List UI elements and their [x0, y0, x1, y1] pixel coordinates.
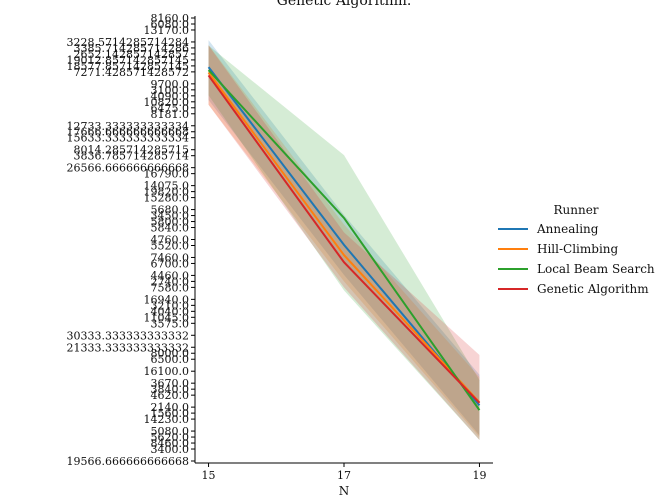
y-tick-label: 11045.0: [144, 311, 190, 324]
y-tick-label: 19012.857142857145: [67, 54, 189, 67]
x-tick-label: 15: [202, 469, 216, 482]
y-tick-label: 16100.0: [144, 365, 190, 378]
y-tick-label: 8160.0: [151, 12, 190, 25]
y-tick-label: 7271.428571428572: [74, 66, 189, 79]
y-tick-label: 3385.714285714286: [74, 42, 189, 55]
legend-label: Genetic Algorithm: [537, 282, 649, 296]
legend-label: Hill-Climbing: [537, 242, 619, 256]
y-tick-label: 26566.666666666668: [67, 162, 189, 175]
confidence-band: [208, 40, 480, 436]
y-tick-label: 3100.0: [151, 84, 190, 97]
series-line: [207, 71, 481, 404]
y-tick-label: 15633.333333333334: [67, 132, 189, 145]
y-tick-label: 6475.0: [151, 102, 190, 115]
y-tick-label: 19820.0: [144, 186, 190, 199]
y-tick-label: 1560.0: [151, 407, 190, 420]
y-tick-label: 5840.0: [151, 222, 190, 235]
legend-label: Annealing: [536, 222, 599, 236]
chart-title: Genetic Algorithm.: [277, 0, 412, 9]
y-tick-label: 2652.142857142857: [74, 48, 189, 61]
legend-title: Runner: [553, 203, 598, 217]
y-tick-label: 2140.0: [151, 401, 190, 414]
y-tick-label: 4090.0: [151, 90, 190, 103]
y-tick-label: 3836.785714285714: [74, 150, 189, 163]
y-tick-label: 8181.0: [151, 108, 190, 121]
y-tick-label: 3400.0: [151, 443, 190, 456]
y-tick-label: 16790.0: [144, 168, 190, 181]
y-tick-label: 4760.0: [151, 234, 190, 247]
y-tick-label: 7460.0: [151, 251, 190, 264]
y-tick-label: 3575.0: [151, 317, 190, 330]
y-tick-label: 5520.0: [151, 239, 190, 252]
x-tick-label: 17: [337, 469, 351, 482]
y-tick-label: 3840.0: [151, 383, 190, 396]
y-tick-label: 10820.0: [144, 96, 190, 109]
y-tick-label: 21333.333333333332: [67, 341, 189, 354]
y-tick-label: 14230.0: [144, 413, 190, 426]
y-tick-label: 3228.5714285714284: [67, 36, 189, 49]
y-tick-label: 5800.0: [151, 216, 190, 229]
y-tick-label: 17666.666666666668: [67, 126, 189, 139]
y-tick-label: 3670.0: [151, 377, 190, 390]
y-tick-label: 9700.0: [151, 78, 190, 91]
x-axis-label: N: [339, 484, 350, 498]
y-tick-label: 8460.0: [151, 437, 190, 450]
y-tick-label: 5620.0: [151, 431, 190, 444]
y-tick-label: 5080.0: [151, 425, 190, 438]
y-tick-label: 7580.0: [151, 281, 190, 294]
y-tick-label: 4460.0: [151, 269, 190, 282]
y-tick-label: 6080.0: [151, 18, 190, 31]
y-tick-label: 13170.0: [144, 24, 190, 37]
x-tick-label: 19: [472, 469, 486, 482]
y-tick-label: 6500.0: [151, 353, 190, 366]
y-tick-label: 16940.0: [144, 293, 190, 306]
confidence-band: [208, 45, 480, 441]
y-tick-label: 12733.333333333334: [67, 120, 189, 133]
y-tick-label: 15280.0: [144, 192, 190, 205]
y-tick-label: 4040.0: [151, 305, 190, 318]
y-tick-label: 3210.0: [151, 299, 190, 312]
series-line: [207, 74, 481, 404]
y-tick-label: 18577.857142857145: [67, 60, 189, 73]
y-tick-label: 8000.0: [151, 347, 190, 360]
y-tick-label: 19566.666666666668: [67, 455, 189, 468]
y-tick-label: 3450.0: [151, 210, 190, 223]
y-tick-label: 6700.0: [151, 257, 190, 270]
y-tick-label: 30333.333333333332: [67, 329, 189, 342]
y-tick-label: 5680.0: [151, 204, 190, 217]
series-line: [207, 69, 481, 411]
y-tick-label: 14075.0: [144, 180, 190, 193]
legend-label: Local Beam Search: [537, 262, 655, 276]
y-tick-label: 4620.0: [151, 389, 190, 402]
y-tick-label: 8014.285714285715: [74, 144, 189, 157]
y-tick-label: 2740.0: [151, 275, 190, 288]
